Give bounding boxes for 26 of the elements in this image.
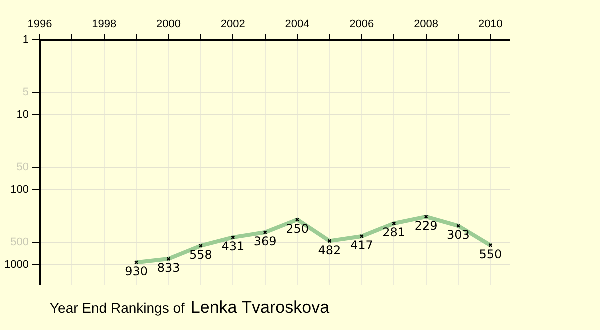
text: Year End Rankings of — [50, 300, 185, 316]
x-tick-label: 2002 — [220, 18, 246, 30]
y-tick-label: 1000 — [4, 258, 29, 271]
data-label: 833 — [157, 261, 180, 276]
x-tick-label: 2006 — [350, 18, 374, 30]
x-tick-label: 1996 — [28, 18, 52, 30]
x-tick-label: 2008 — [414, 18, 439, 30]
data-label: 550 — [479, 248, 502, 262]
data-label: 558 — [190, 248, 212, 262]
data-label: 303 — [447, 228, 470, 242]
data-label: 369 — [254, 234, 277, 249]
x-tick-label: 2010 — [478, 18, 503, 30]
x-tick-label: 2004 — [285, 18, 310, 30]
data-label: 281 — [382, 226, 406, 240]
y-tick-label: 100 — [10, 184, 29, 196]
data-label: 431 — [222, 240, 245, 254]
data-label: 930 — [125, 264, 148, 279]
text: Lenka Tvaroskova — [190, 298, 330, 317]
x-tick-label: 2000 — [156, 18, 182, 30]
data-label: 250 — [286, 222, 309, 236]
data-label: 417 — [350, 238, 374, 253]
data-label: 482 — [318, 243, 342, 258]
x-tick-label: 1998 — [92, 18, 117, 30]
y-tick-label: 1 — [22, 34, 29, 46]
y-tick-label: 10 — [16, 109, 29, 122]
data-label: 229 — [414, 219, 438, 234]
